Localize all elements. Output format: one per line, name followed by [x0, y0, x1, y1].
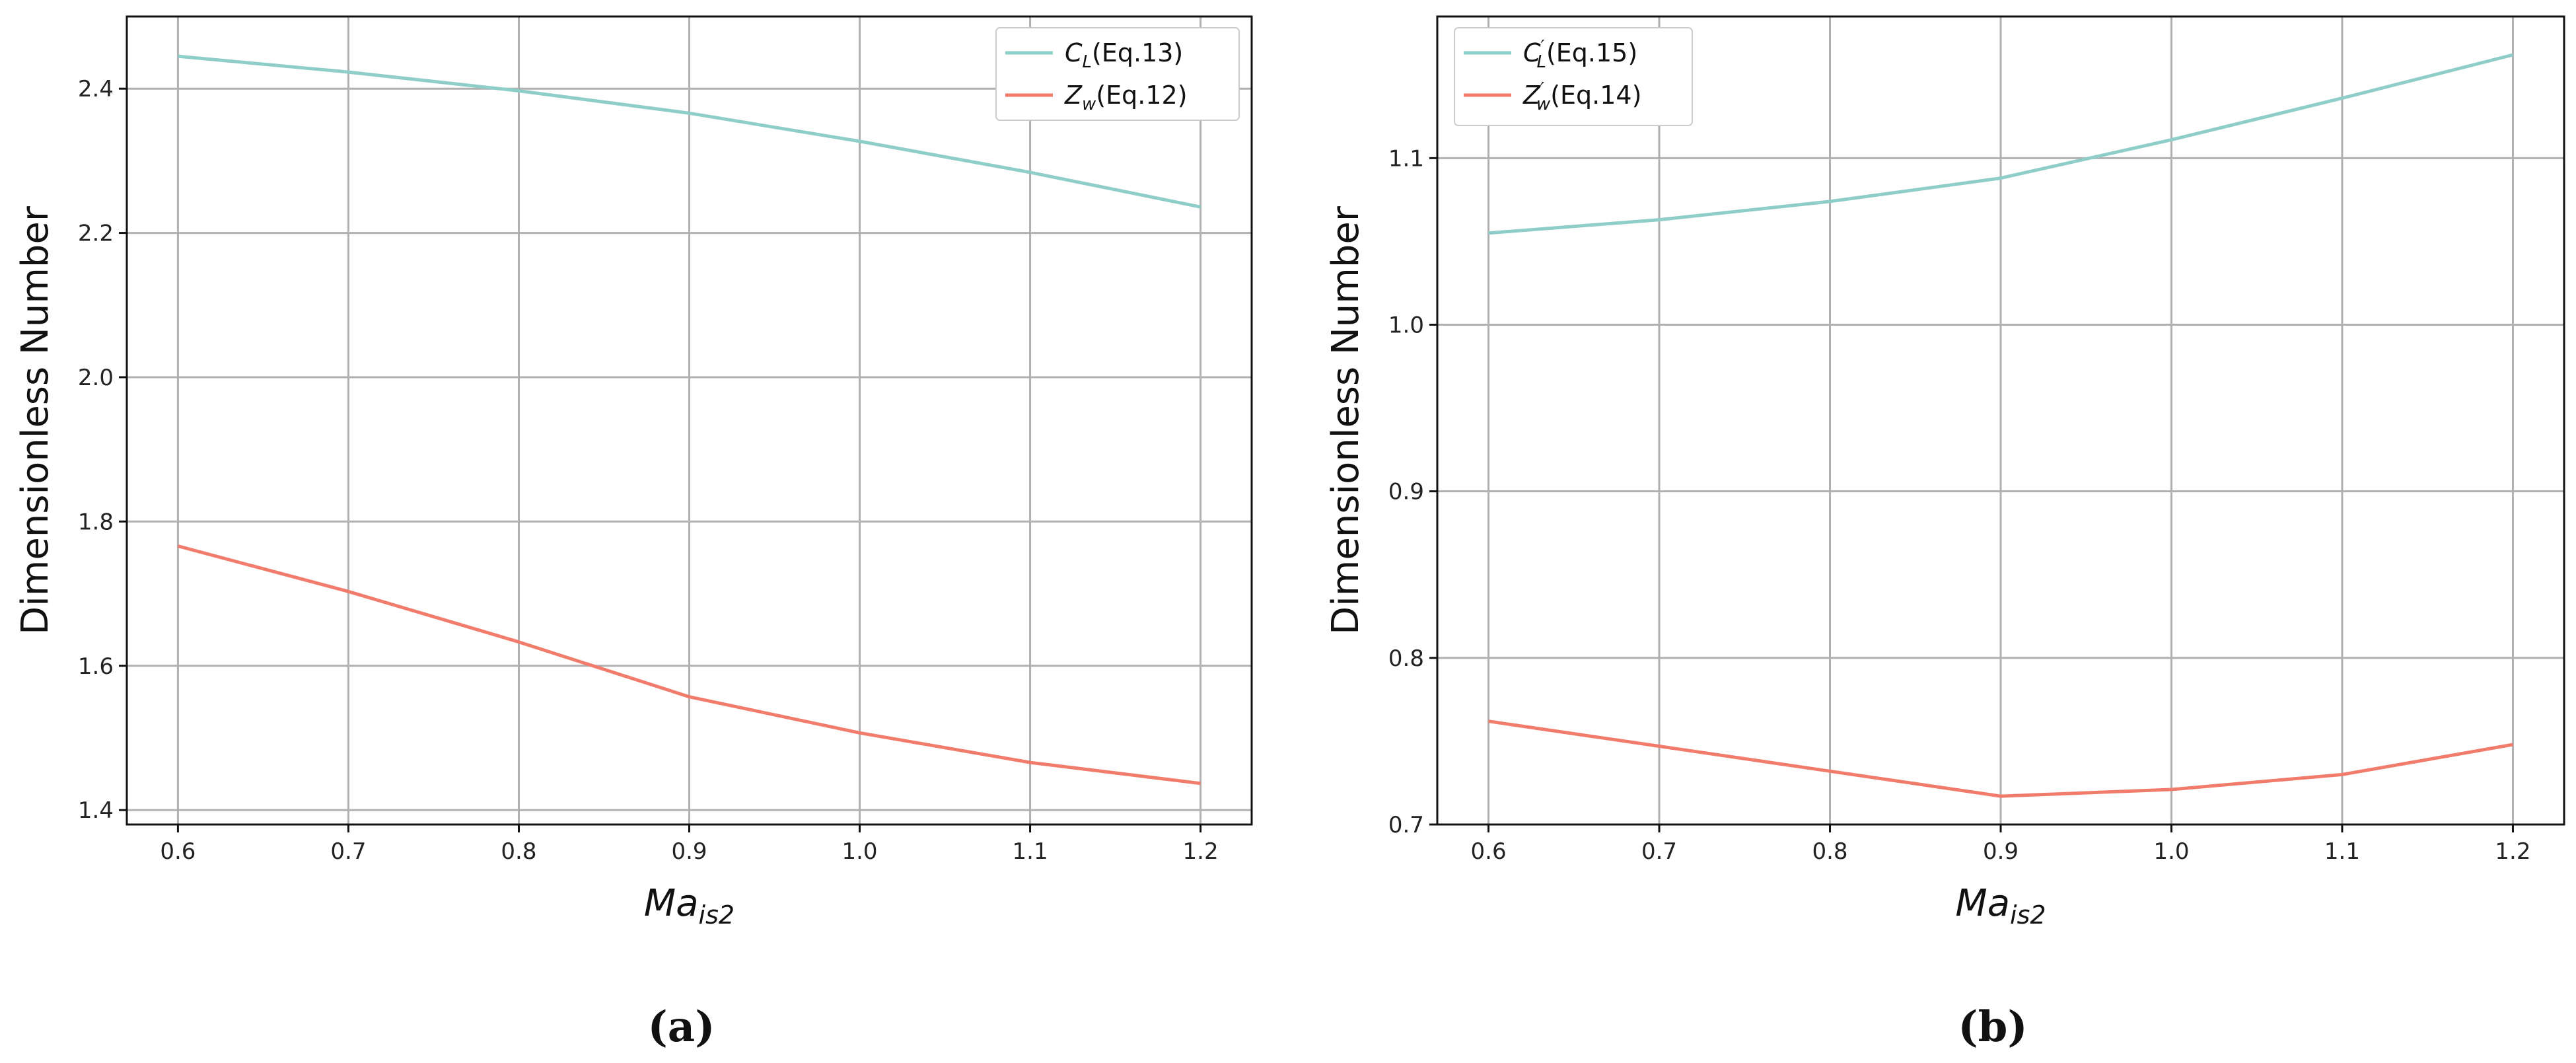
- y-tick-label: 1.1: [1388, 145, 1424, 172]
- y-tick-label: 2.0: [78, 365, 114, 391]
- x-tick-label: 0.6: [160, 838, 196, 865]
- x-tick-label: 1.2: [2495, 838, 2530, 865]
- y-axis-label-b: Dimensionless Number: [1324, 205, 1367, 635]
- grid-lines-b: [1437, 17, 2564, 826]
- series-lines-a: [177, 54, 1201, 786]
- x-tick-label: 0.8: [1812, 838, 1847, 865]
- x-axis-label-a: Mais2: [644, 882, 734, 930]
- x-tick-label: 0.7: [330, 838, 366, 865]
- legend-box-b: [1454, 27, 1693, 126]
- y-ticks-a: 1.4 1.6 1.8 2.0 2.2 2.4: [78, 76, 127, 824]
- x-tick-label: 1.2: [1183, 838, 1219, 865]
- y-ticks-b: 0.7 0.8 0.9 1.0 1.1: [1388, 145, 1437, 838]
- x-ticks-b: 0.6 0.7 0.8 0.9 1.0 1.1 1.2: [1471, 825, 2530, 865]
- y-axis-label-a: Dimensionless Number: [14, 205, 57, 635]
- x-tick-label: 0.8: [501, 838, 536, 865]
- chart-panel-b: 0.6 0.7 0.8 0.9 1.0 1.1 1.2 0.7 0.8 0.9 1.0 1.1 C′…: [1324, 15, 2565, 1052]
- x-tick-label: 1.0: [2153, 838, 2189, 865]
- y-tick-label: 1.8: [78, 509, 114, 535]
- x-tick-label: 0.6: [1471, 838, 1507, 865]
- y-tick-label: 2.2: [78, 221, 114, 247]
- x-ticks-a: 0.6 0.7 0.8 0.9 1.0 1.1 1.2: [160, 825, 1219, 865]
- legend-label-zw: Zw(Eq.12): [1064, 81, 1188, 114]
- y-tick-label: 1.0: [1388, 312, 1424, 339]
- legend-label-cl: CL(Eq.13): [1065, 38, 1183, 72]
- x-axis-label-b: Mais2: [1955, 882, 2046, 930]
- legend-label-cl-prime: C′ L(Eq.15): [1523, 37, 1637, 72]
- series-line-cL: [178, 54, 1201, 209]
- y-tick-label: 1.4: [78, 797, 114, 824]
- legend-label-zw-prime: Z′ w(Eq.14): [1522, 79, 1641, 114]
- series-lines-b: [1488, 53, 2514, 798]
- series-line-zw: [1488, 719, 2513, 798]
- x-tick-label: 1.0: [841, 838, 877, 865]
- legend-a: CL(Eq.13) Zw(Eq.12): [995, 27, 1240, 121]
- legend-box-a: [995, 27, 1240, 121]
- panel-label-a: (a): [647, 1002, 715, 1052]
- y-tick-label: 0.8: [1388, 645, 1424, 672]
- y-tick-label: 0.9: [1388, 479, 1424, 505]
- x-tick-label: 1.1: [2324, 838, 2360, 865]
- legend-b: C′ L(Eq.15) Z′ w(Eq.14): [1454, 27, 1693, 126]
- panel-label-b: (b): [1958, 1002, 2027, 1052]
- x-tick-label: 1.1: [1013, 838, 1048, 865]
- x-tick-label: 0.9: [1983, 838, 2019, 865]
- y-tick-label: 0.7: [1388, 812, 1424, 838]
- x-tick-label: 0.7: [1641, 838, 1677, 865]
- series-line-zw: [177, 544, 1201, 786]
- y-tick-label: 1.6: [78, 653, 114, 680]
- chart-panel-a: 0.6 0.7 0.8 0.9 1.0 1.1 1.2 1.4 1.6 1.8 2.0 2.2 2.4…: [14, 15, 1253, 1052]
- y-tick-label: 2.4: [78, 76, 114, 102]
- grid-lines-a: [127, 17, 1252, 825]
- x-tick-label: 0.9: [671, 838, 707, 865]
